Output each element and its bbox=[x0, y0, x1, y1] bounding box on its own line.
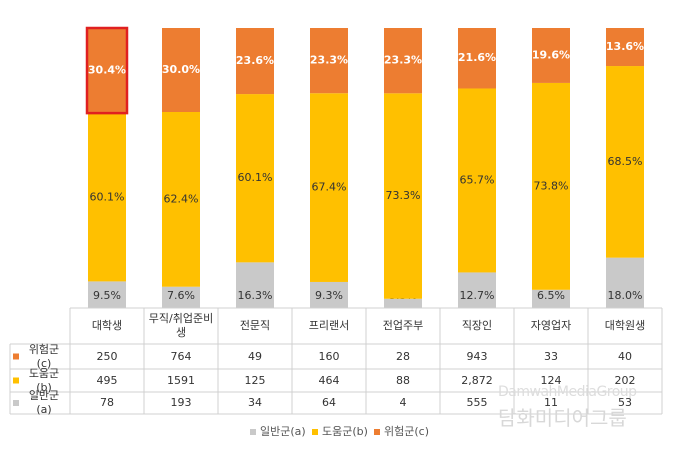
table-cell: 125 bbox=[244, 373, 266, 387]
table-cell: 193 bbox=[170, 396, 192, 409]
legend-key bbox=[13, 377, 19, 384]
legend-key bbox=[374, 429, 380, 435]
table-header: 무직/취업준비생 bbox=[148, 312, 214, 339]
data-label: 12.7% bbox=[460, 289, 495, 302]
table-row-label: 위험군(c) bbox=[28, 342, 60, 370]
table-cell: 764 bbox=[170, 349, 192, 363]
table-cell: 33 bbox=[544, 349, 558, 363]
highlight-box bbox=[85, 26, 129, 115]
legend-key bbox=[13, 400, 19, 406]
bar-segment bbox=[606, 257, 644, 308]
data-label: 9.5% bbox=[93, 289, 121, 302]
table-header: 전문직 bbox=[239, 319, 271, 332]
legend-key bbox=[13, 353, 19, 360]
table-row-label: 일반군(a) bbox=[28, 389, 60, 416]
table-cell: 1591 bbox=[167, 373, 195, 387]
bar-segment bbox=[236, 262, 274, 308]
table-cell: 495 bbox=[96, 373, 118, 387]
legend-key bbox=[312, 429, 318, 435]
data-label: 16.3% bbox=[238, 289, 273, 302]
bar-segment bbox=[532, 289, 570, 308]
bar-segment bbox=[384, 93, 422, 299]
table-header: 프리랜서 bbox=[308, 319, 350, 332]
data-label: 65.7% bbox=[460, 173, 495, 186]
table-header: 자영업자 bbox=[530, 319, 572, 332]
table-cell: 11 bbox=[544, 396, 558, 409]
watermark: 담화미디어그룹 bbox=[498, 406, 627, 430]
data-label: 67.4% bbox=[312, 181, 347, 194]
table-cell: 555 bbox=[466, 396, 488, 409]
bar-segment bbox=[384, 298, 422, 308]
table-cell: 4 bbox=[399, 396, 407, 409]
bar-segment bbox=[88, 28, 126, 114]
table-cell: 2,872 bbox=[461, 373, 493, 387]
data-label: 73.3% bbox=[386, 189, 421, 202]
bar-segment bbox=[458, 272, 496, 308]
table-cell: 202 bbox=[614, 373, 636, 387]
bar-segment bbox=[162, 286, 200, 308]
table-cell: 64 bbox=[322, 396, 336, 409]
data-label: 6.5% bbox=[537, 289, 565, 302]
data-label: 68.5% bbox=[608, 155, 643, 168]
table-header: 전업주부 bbox=[382, 319, 424, 332]
data-label: 18.0% bbox=[608, 289, 643, 302]
bar-segment bbox=[532, 28, 570, 83]
data-label: 13.6% bbox=[606, 40, 644, 53]
legend-label: 일반군(a) bbox=[260, 424, 306, 438]
table-row-label: 도움군(b) bbox=[28, 366, 60, 394]
bar-segment bbox=[458, 28, 496, 89]
legend-key bbox=[250, 429, 256, 435]
data-label: 23.3% bbox=[310, 54, 348, 67]
bar-segment bbox=[162, 112, 200, 287]
table-cell: 49 bbox=[248, 349, 262, 363]
table-header: 대학생 bbox=[91, 319, 123, 332]
legend-label: 도움군(b) bbox=[322, 425, 368, 438]
data-label: 9.3% bbox=[315, 289, 343, 302]
data-label: 21.6% bbox=[458, 51, 496, 64]
data-label: 7.6% bbox=[167, 289, 195, 302]
data-label: 23.3% bbox=[384, 54, 422, 67]
table-cell: 943 bbox=[466, 349, 488, 363]
table-cell: 78 bbox=[100, 396, 114, 409]
table-cell: 40 bbox=[618, 349, 632, 363]
bar-segment bbox=[310, 281, 348, 308]
data-label: 30.4% bbox=[88, 64, 126, 77]
bar-segment bbox=[162, 28, 200, 112]
table-header: 대학원생 bbox=[604, 319, 646, 332]
data-label: 73.8% bbox=[534, 179, 569, 192]
data-label: 30.0% bbox=[162, 63, 200, 76]
bar-segment bbox=[458, 88, 496, 273]
bar-segment bbox=[88, 281, 126, 308]
table-cell: 250 bbox=[96, 349, 118, 363]
data-label: 60.1% bbox=[238, 171, 273, 184]
table-cell: 464 bbox=[318, 373, 340, 387]
bar-segment bbox=[384, 28, 422, 94]
bar-segment bbox=[606, 66, 644, 258]
bar-segment bbox=[236, 28, 274, 95]
bar-segment bbox=[310, 93, 348, 282]
data-label: 19.6% bbox=[532, 48, 570, 61]
data-label: 23.6% bbox=[236, 54, 274, 67]
watermark: DamwahMediaGroup bbox=[498, 384, 637, 400]
bar-segment bbox=[236, 94, 274, 263]
table-cell: 124 bbox=[540, 373, 562, 387]
bar-segment bbox=[532, 82, 570, 290]
data-label: 60.1% bbox=[90, 190, 125, 203]
table-header: 직장인 bbox=[461, 319, 493, 332]
table-cell: 160 bbox=[318, 349, 340, 363]
bar-segment bbox=[88, 113, 126, 282]
table-cell: 28 bbox=[396, 349, 410, 363]
table-cell: 88 bbox=[396, 373, 410, 387]
bar-segment bbox=[310, 28, 348, 94]
table-cell: 34 bbox=[248, 396, 262, 409]
bar-segment bbox=[606, 28, 644, 67]
data-label: 62.4% bbox=[164, 192, 199, 205]
table-cell: 53 bbox=[618, 396, 632, 409]
legend-label: 위험군(c) bbox=[384, 425, 429, 438]
